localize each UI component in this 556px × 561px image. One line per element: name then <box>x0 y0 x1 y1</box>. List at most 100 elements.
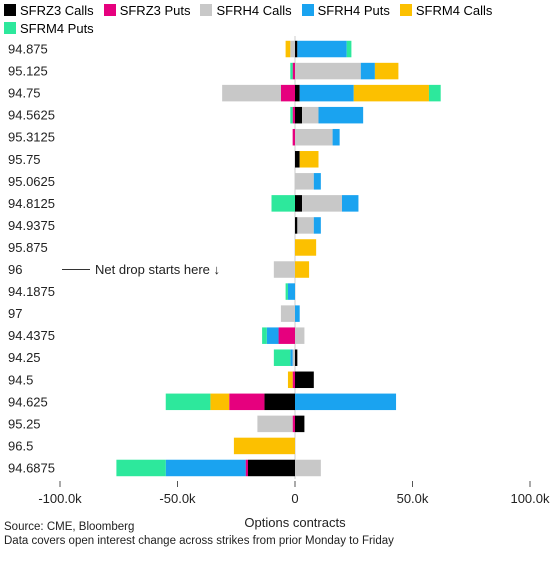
bar-segment: SFRZ3 Calls 94.9375: 1000 <box>295 217 298 234</box>
y-tick-label: 96 <box>8 262 22 277</box>
y-tick-label: 96.5 <box>8 438 33 453</box>
legend-swatch <box>103 4 116 16</box>
legend-item: SFRZ3 Calls <box>4 2 94 20</box>
y-tick-label: 94.6875 <box>8 460 55 475</box>
bar-segment: SFRH4 Calls 97: -6000 <box>280 305 295 322</box>
y-tick-label: 94.1875 <box>8 284 55 299</box>
bar-segment: SFRH4 Calls 94.75: -25000 <box>222 84 281 102</box>
legend-label: SFRH4 Puts <box>317 3 390 18</box>
legend-swatch <box>301 4 314 16</box>
legend-swatch <box>4 4 16 16</box>
bar-segment: SFRH4 Calls 94.25: -1000 <box>292 349 295 366</box>
chart-source-note: Source: CME, Bloomberg Data covers open … <box>4 520 394 548</box>
bar-segment: SFRM4 Puts 94.75: 5000 <box>428 84 441 102</box>
bar-segment: SFRH4 Puts 95.3125: 3000 <box>332 128 340 146</box>
bar-segment: SFRZ3 Calls 94.625: -13000 <box>264 393 295 411</box>
y-tick-label: 94.875 <box>8 42 48 57</box>
bar-segment: SFRM4 Puts 94.1875: -1000 <box>285 283 288 300</box>
bar-segment: SFRH4 Puts 94.5625: 19000 <box>318 106 364 124</box>
bar-segment: SFRH4 Calls 94.875: -2000 <box>290 40 295 58</box>
x-tick-label: -100.0k <box>38 491 82 506</box>
legend-swatch <box>200 4 213 16</box>
bar-segment: SFRM4 Calls 94.875: -2000 <box>285 40 291 58</box>
bar-segment: SFRM4 Calls 96: 6000 <box>295 261 310 278</box>
bar-segment: SFRH4 Puts 94.4375: -5000 <box>266 327 279 344</box>
legend-item: SFRM4 Puts <box>4 20 94 38</box>
y-tick-label: 94.5625 <box>8 108 55 123</box>
bar-segment: SFRH4 Calls 96: -9000 <box>273 261 295 278</box>
bar-segment: SFRH4 Calls 94.5625: 7000 <box>302 106 319 124</box>
y-tick-label: 95.3125 <box>8 130 55 145</box>
source-line: Source: CME, Bloomberg <box>4 521 135 533</box>
bar-segment: SFRZ3 Puts 94.4375: -7000 <box>278 327 295 344</box>
bar-segment: SFRM4 Puts 94.5625: -1000 <box>290 106 293 124</box>
bar-segment: SFRH4 Puts 97: 2000 <box>295 305 300 322</box>
bar-segment: SFRM4 Calls 95.75: 8000 <box>299 151 319 168</box>
y-tick-label: 94.625 <box>8 394 48 409</box>
y-tick-label: 95.75 <box>8 152 41 167</box>
bar-segment: SFRZ3 Puts 94.5625: -1000 <box>292 106 295 124</box>
x-tick-label: 50.0k <box>397 491 429 506</box>
annotation-text: Net drop starts here ↓ <box>95 262 220 277</box>
bar-segment: SFRM4 Puts 94.625: -19000 <box>165 393 211 411</box>
chart-legend: SFRZ3 Calls SFRZ3 Puts SFRH4 Calls SFRH4 Pu… <box>4 2 552 38</box>
bar-segment: SFRM4 Calls 94.5: -2000 <box>287 371 293 389</box>
legend-label: SFRZ3 Puts <box>119 3 191 18</box>
x-axis-title: Options contracts <box>244 515 346 530</box>
legend-item: SFRH4 Puts <box>301 2 390 20</box>
bar-segment: SFRH4 Puts 95.125: 6000 <box>360 62 375 80</box>
bar-segment: SFRZ3 Puts 94.6875: -1000 <box>245 459 248 477</box>
bar-segment: SFRH4 Puts 94.1875: -3000 <box>287 283 295 300</box>
bar-segment: SFRH4 Puts 94.75: 23000 <box>299 84 354 102</box>
y-tick-label: 94.9375 <box>8 218 55 233</box>
bar-segment: SFRM4 Calls 94.75: 32000 <box>353 84 429 102</box>
y-tick-label: 94.5 <box>8 372 33 387</box>
y-tick-label: 95.25 <box>8 416 41 431</box>
bar-segment: SFRH4 Calls 94.8125: 17000 <box>302 195 342 212</box>
bar-segment: SFRZ3 Calls 94.875: 1000 <box>295 40 298 58</box>
bar-segment: SFRZ3 Calls 94.75: 2000 <box>295 84 300 102</box>
bar-segment: SFRH4 Puts 94.9375: 3000 <box>313 217 321 234</box>
bar-segment: SFRH4 Puts 94.8125: 7000 <box>342 195 359 212</box>
bar-segment: SFRH4 Puts 95.0625: 3000 <box>313 173 321 190</box>
legend-item: SFRM4 Calls <box>399 2 492 20</box>
bar-segment: SFRM4 Calls 95.125: 10000 <box>374 62 399 80</box>
x-tick-label: 100.0k <box>510 491 550 506</box>
legend-item: SFRZ3 Puts <box>103 2 191 20</box>
bar-segment: SFRZ3 Puts 95.25: -1000 <box>292 415 295 433</box>
x-tick-label: 0 <box>291 491 298 506</box>
legend-label: SFRM4 Puts <box>20 21 94 36</box>
bar-segment: SFRZ3 Calls 94.8125: 3000 <box>295 195 303 212</box>
legend-label: SFRZ3 Calls <box>20 3 94 18</box>
bar-segment: SFRZ3 Calls 95.25: 4000 <box>295 415 305 433</box>
bar-segment: SFRZ3 Puts 94.5: -1000 <box>292 371 295 389</box>
bar-segment: SFRH4 Calls 94.6875: 11000 <box>295 459 321 477</box>
bar-segment: SFRZ3 Calls 94.25: 1000 <box>295 349 298 366</box>
bar-segment: SFRZ3 Puts 95.3125: -1000 <box>292 128 295 146</box>
bar-segment: SFRH4 Calls 94.9375: 7000 <box>297 217 314 234</box>
y-tick-label: 94.8125 <box>8 196 55 211</box>
bar-segment: SFRM4 Puts 94.6875: -21000 <box>116 459 166 477</box>
bar-segment: SFRH4 Calls 95.125: 28000 <box>295 62 361 80</box>
bar-segment: SFRH4 Puts 94.875: 21000 <box>297 40 347 58</box>
bar-segment: SFRH4 Calls 95.3125: 16000 <box>295 128 333 146</box>
bar-segment: SFRZ3 Calls 95.75: 2000 <box>295 151 300 168</box>
y-tick-label: 95.0625 <box>8 174 55 189</box>
data-note-line: Data covers open interest change across … <box>4 535 394 547</box>
y-tick-label: 95.125 <box>8 64 48 79</box>
bar-segment: SFRH4 Calls 95.0625: 8000 <box>295 173 314 190</box>
bar-segment: SFRM4 Puts 94.8125: -10000 <box>271 195 295 212</box>
bar-segment: SFRZ3 Puts 94.75: -6000 <box>280 84 295 102</box>
bar-segment: SFRM4 Puts 95.125: -1000 <box>290 62 293 80</box>
x-tick-label: -50.0k <box>159 491 196 506</box>
bar-segment: SFRZ3 Calls 94.5625: 3000 <box>295 106 303 124</box>
bar-segment: SFRM4 Puts 94.875: 2000 <box>346 40 352 58</box>
y-tick-label: 94.4375 <box>8 328 55 343</box>
bar-segment: SFRZ3 Puts 94.625: -15000 <box>229 393 265 411</box>
y-tick-label: 97 <box>8 306 22 321</box>
y-tick-label: 95.875 <box>8 240 48 255</box>
bar-segment: SFRM4 Calls 95.875: 9000 <box>295 239 317 256</box>
legend-label: SFRH4 Calls <box>216 3 292 18</box>
legend-swatch <box>4 22 16 34</box>
